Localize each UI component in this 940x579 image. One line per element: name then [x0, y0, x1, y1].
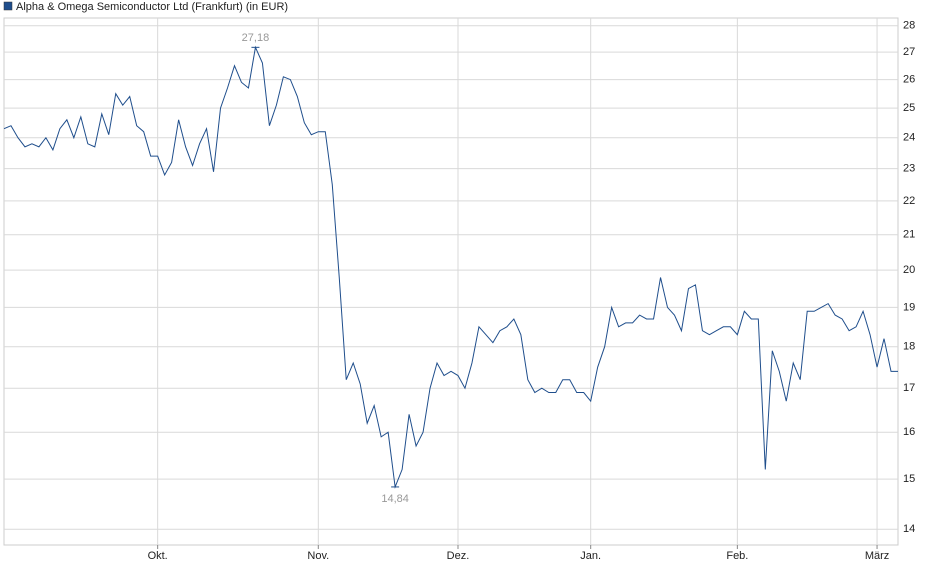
y-tick-label: 24	[903, 132, 915, 144]
x-tick-label: Nov.	[307, 550, 329, 562]
y-tick-label: 22	[903, 195, 915, 207]
x-tick-label: Feb.	[726, 550, 748, 562]
y-tick-label: 28	[903, 20, 915, 32]
x-tick-label: Okt.	[148, 550, 168, 562]
y-tick-label: 21	[903, 229, 915, 241]
x-tick-label: Dez.	[447, 550, 470, 562]
y-tick-label: 25	[903, 102, 915, 114]
y-tick-label: 16	[903, 426, 915, 438]
x-tick-label: März	[865, 550, 889, 562]
value-label: 27,18	[242, 32, 270, 44]
price-line	[3, 45, 898, 489]
y-tick-label: 14	[903, 523, 915, 535]
value-label: 14,84	[381, 493, 409, 505]
y-tick-label: 17	[903, 382, 915, 394]
y-tick-label: 20	[903, 264, 915, 276]
y-tick-label: 15	[903, 473, 915, 485]
y-tick-label: 26	[903, 73, 915, 85]
y-tick-label: 27	[903, 46, 915, 58]
plot-area	[3, 17, 899, 546]
x-tick-label: Jan.	[580, 550, 601, 562]
y-tick-label: 23	[903, 163, 915, 175]
y-tick-label: 19	[903, 301, 915, 313]
y-tick-label: 18	[903, 341, 915, 353]
legend-swatch	[3, 1, 13, 11]
legend-label: Alpha & Omega Semiconductor Ltd (Frankfu…	[16, 1, 288, 13]
